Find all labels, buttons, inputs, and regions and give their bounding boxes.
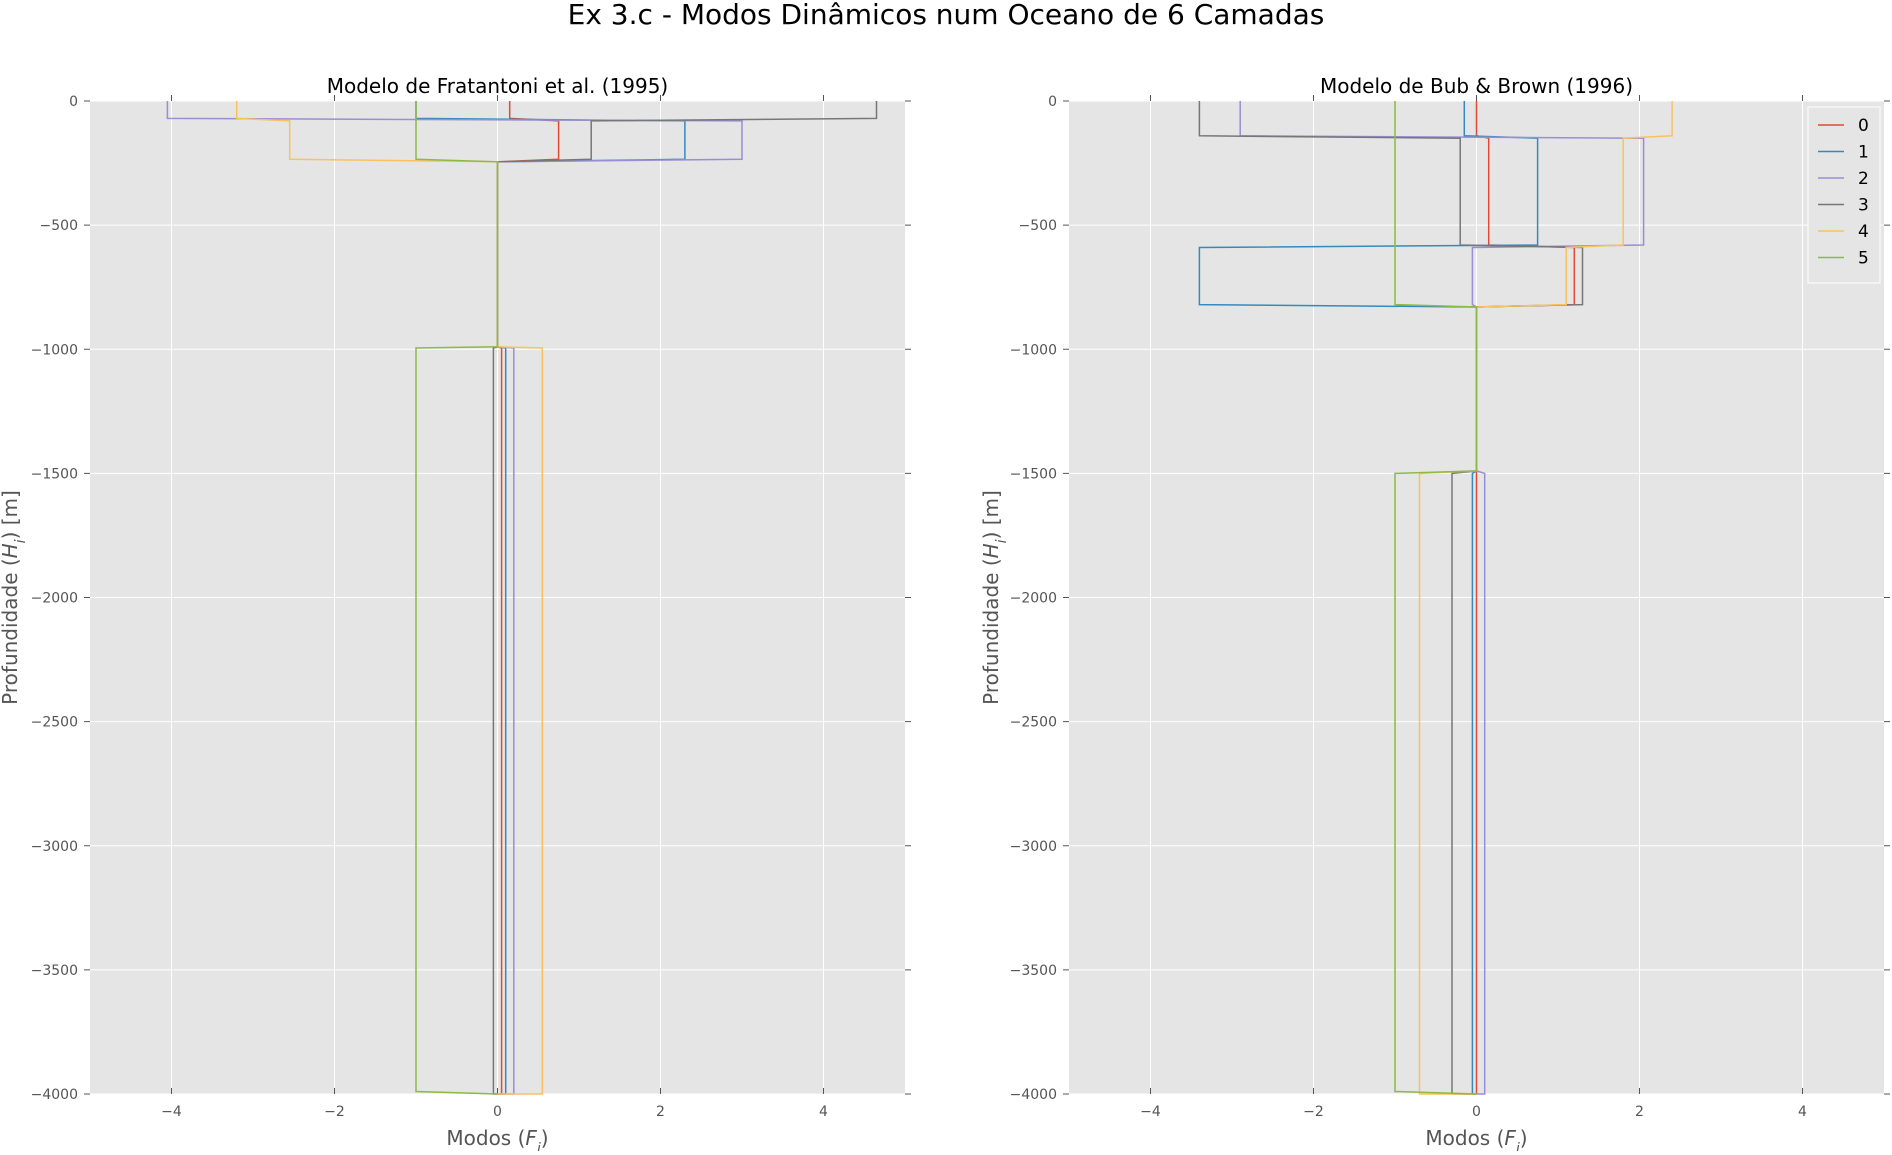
- x-tick-label: 0: [1472, 1104, 1481, 1120]
- x-tick-label: 4: [1798, 1104, 1807, 1120]
- x-axis-label: Modos (Fj): [1425, 1126, 1527, 1151]
- legend-label-5: 5: [1858, 249, 1869, 269]
- y-tick-label: −2000: [1010, 591, 1057, 607]
- y-tick-label: −2500: [31, 715, 78, 731]
- x-tick-label: 0: [493, 1104, 502, 1120]
- x-axis-label: Modos (Fj): [446, 1126, 548, 1151]
- y-tick-label: −500: [40, 218, 78, 234]
- y-tick-label: −1500: [1010, 466, 1057, 482]
- series-line-5: [415, 101, 499, 1095]
- x-tick-label: −2: [324, 1104, 345, 1120]
- y-tick-label: −4000: [1010, 1087, 1057, 1103]
- legend: 0 1 2 3 4 5: [1807, 106, 1881, 284]
- y-axis-label: Profundidade (Hi) [m]: [979, 490, 1010, 705]
- legend-label-1: 1: [1858, 143, 1869, 163]
- y-axis-label: Profundidade (Hi) [m]: [0, 490, 29, 705]
- y-tick-label: −4000: [31, 1087, 78, 1103]
- y-tick-label: −1000: [31, 342, 78, 358]
- y-tick-label: −3500: [31, 963, 78, 979]
- legend-label-3: 3: [1858, 196, 1869, 216]
- y-tick-label: 0: [1048, 94, 1057, 110]
- series-line-4: [1418, 101, 1673, 1095]
- y-tick-label: −2500: [1010, 715, 1057, 731]
- series-line-3: [1198, 101, 1584, 1095]
- x-tick-label: −2: [1303, 1104, 1324, 1120]
- y-tick-label: −3000: [31, 839, 78, 855]
- y-tick-label: −500: [1019, 218, 1057, 234]
- legend-label-0: 0: [1858, 116, 1869, 136]
- y-tick-label: −1000: [1010, 342, 1057, 358]
- x-tick-label: −4: [161, 1104, 182, 1120]
- x-tick-label: −4: [1140, 1104, 1161, 1120]
- legend-label-4: 4: [1858, 222, 1869, 242]
- y-tick-label: −2000: [31, 591, 78, 607]
- subplot-title: Modelo de Fratantoni et al. (1995): [327, 74, 669, 98]
- series-line-2: [1239, 101, 1645, 1095]
- y-tick-label: −1500: [31, 466, 78, 482]
- y-tick-label: −3500: [1010, 963, 1057, 979]
- y-tick-label: 0: [69, 94, 78, 110]
- x-tick-label: 2: [1635, 1104, 1644, 1120]
- x-tick-label: 4: [819, 1104, 828, 1120]
- y-tick-label: −3000: [1010, 839, 1057, 855]
- figure-title: Ex 3.c - Modos Dinâmicos num Oceano de 6…: [568, 0, 1325, 31]
- legend-label-2: 2: [1858, 169, 1869, 189]
- subplot-title: Modelo de Bub & Brown (1996): [1320, 74, 1633, 98]
- subplot-0: −4 −2 0 2 4 0 −500 −1000 −1500 −2000 −2500 −3000 −35…: [0, 74, 911, 1155]
- legend-box: [1807, 106, 1881, 284]
- x-tick-label: 2: [656, 1104, 665, 1120]
- subplot-1: −4 −2 0 2 4 0 −500 −1000 −1500 −2000 −2500 −3000 −35…: [979, 74, 1890, 1155]
- series-line-5: [1394, 101, 1478, 1095]
